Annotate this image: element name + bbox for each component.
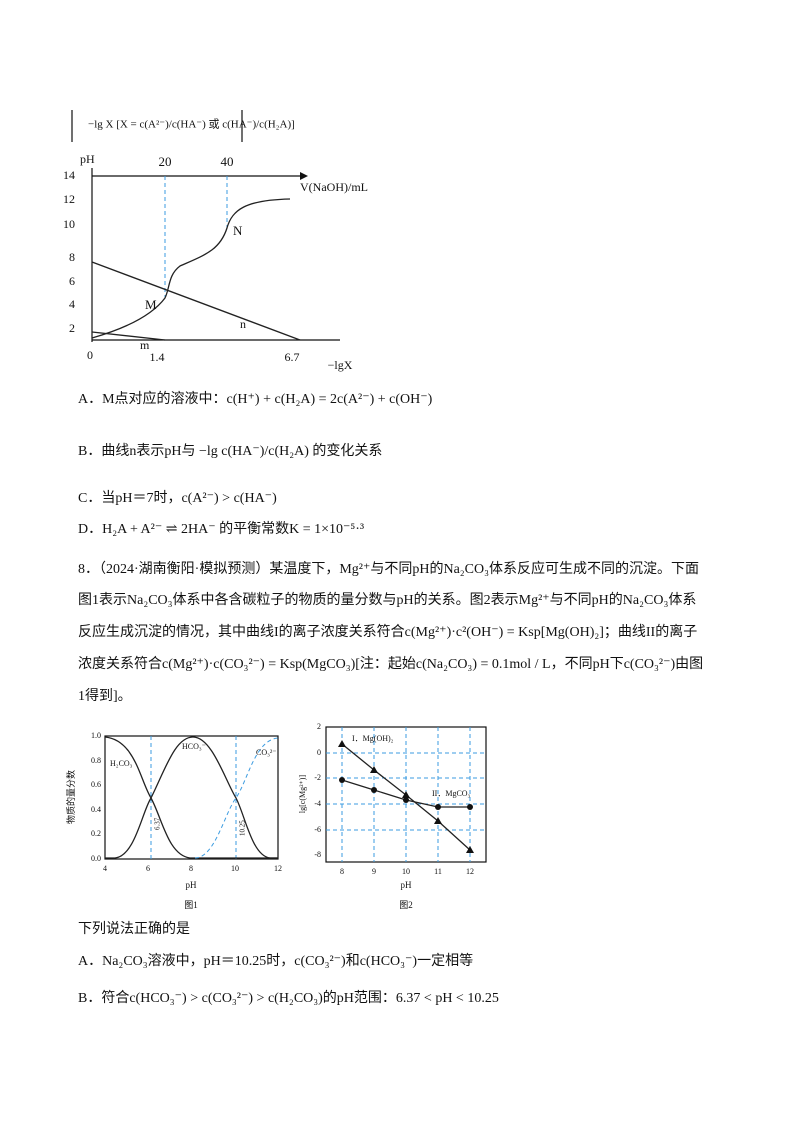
x-tick-label: 12 xyxy=(466,867,474,876)
y-tick-label: 0.6 xyxy=(91,780,101,789)
curve-label: m xyxy=(140,338,150,352)
species-label: H₂CO₃ xyxy=(110,759,133,768)
figure-header: −lg X [X = c(A²⁻)/c(HA⁻) 或 c(HA⁻)/c(H₂A)… xyxy=(88,118,295,131)
line-n xyxy=(91,261,301,341)
plot-frame xyxy=(104,735,279,860)
x-title: pH xyxy=(186,880,198,890)
top-tick-label: 40 xyxy=(221,154,234,169)
bottom-tick-label: 6.7 xyxy=(285,350,300,364)
top-tick-label: 20 xyxy=(159,154,172,169)
mark-label: 6.37 xyxy=(154,817,162,830)
markers xyxy=(338,740,474,853)
x-tick-label: 11 xyxy=(434,867,442,876)
y-tick-label: 1.0 xyxy=(91,731,101,740)
y-tick-label: 0.0 xyxy=(91,854,101,863)
x-tick-label: 9 xyxy=(372,867,376,876)
x-tick-label: 4 xyxy=(103,864,107,873)
y-tick-label: -6 xyxy=(314,825,321,834)
bottom-title: −lgX xyxy=(328,358,353,372)
option: C．当pH＝7时，c(A²⁻) > c(HA⁻) xyxy=(78,491,277,506)
curve-label: II．MgCO₃ xyxy=(432,789,471,798)
y-tick-label: 8 xyxy=(69,250,75,264)
y-tick-label: 0.4 xyxy=(91,805,101,814)
curve-label: n xyxy=(240,317,246,331)
y-tick-label: 10 xyxy=(63,217,75,231)
answer-option: B．符合c(HCO₃⁻) > c(CO₃²⁻) > c(H₂CO₃)的pH范围：… xyxy=(78,991,499,1006)
mark-label: 10.25 xyxy=(239,820,247,836)
x-tick-label: 12 xyxy=(274,864,282,873)
question-line: 反应生成沉淀的情况，其中曲线I的离子浓度关系符合c(Mg²⁺)·c²(OH⁻) … xyxy=(78,625,698,640)
question-line: 8．（2024·湖南衡阳·模拟预测）某温度下，Mg²⁺与不同pH的Na₂CO₃体… xyxy=(78,562,700,577)
y-tick-label: 2 xyxy=(317,722,321,731)
point-label: N xyxy=(233,223,243,238)
y-tick-label: 0 xyxy=(317,748,321,757)
species-label: CO₃²⁻ xyxy=(256,748,277,757)
y-title: pH xyxy=(80,152,95,166)
y-tick-label: 2 xyxy=(69,321,75,335)
y-tick-label: -4 xyxy=(314,799,321,808)
question-line: 图1表示Na₂CO₃体系中各含碳粒子的物质的量分数与pH的关系。图2表示Mg²⁺… xyxy=(78,593,697,608)
option: B．曲线n表示pH与 −lg c(HA⁻)/c(H₂A) 的变化关系 xyxy=(78,444,383,459)
y-title: 物质的量分数 xyxy=(65,770,76,824)
arrow xyxy=(300,172,308,180)
question-line: 浓度关系符合c(Mg²⁺)·c(CO₃²⁻) = Ksp(MgCO₃)[注：起始… xyxy=(78,657,704,672)
y-tick-label: -8 xyxy=(314,850,321,859)
y-tick-label: 6 xyxy=(69,274,75,288)
caption: 图1 xyxy=(184,900,198,910)
y-tick-label: 4 xyxy=(69,297,75,311)
titration-curve xyxy=(91,198,291,339)
top-title: V(NaOH)/mL xyxy=(300,180,368,194)
bottom-tick-label: 1.4 xyxy=(150,350,165,364)
point-label: M xyxy=(145,297,157,312)
y-tick-label: 12 xyxy=(63,192,75,206)
x-tick-label: 10 xyxy=(402,867,410,876)
y-tick-label: -2 xyxy=(314,773,321,782)
caption: 图2 xyxy=(399,900,413,910)
x-tick-label: 10 xyxy=(231,864,239,873)
y-title: lg[c(Mg²⁺)] xyxy=(298,775,307,814)
option: D．H₂A + A²⁻ ⇌ 2HA⁻ 的平衡常数K = 1×10⁻⁵·³ xyxy=(78,522,365,537)
y-tick-label: 14 xyxy=(63,168,75,182)
answer-option: A．Na₂CO₃溶液中，pH＝10.25时，c(CO₃²⁻)和c(HCO₃⁻)一… xyxy=(78,954,474,969)
hco3-curve xyxy=(105,736,278,859)
species-label: HCO₃⁻ xyxy=(182,742,206,751)
y-tick-label: 0.8 xyxy=(91,756,101,765)
origin-label: 0 xyxy=(87,348,93,362)
option: A．M点对应的溶液中：c(H⁺) + c(H₂A) = 2c(A²⁻) + c(… xyxy=(78,392,433,407)
curve-label: I．Mg(OH)₂ xyxy=(352,734,394,743)
prompt: 下列说法正确的是 xyxy=(78,922,190,937)
x-tick-label: 8 xyxy=(189,864,193,873)
x-tick-label: 6 xyxy=(146,864,150,873)
line-m xyxy=(91,331,166,341)
grid xyxy=(326,727,486,862)
x-tick-label: 8 xyxy=(340,867,344,876)
y-tick-label: 0.2 xyxy=(91,829,101,838)
x-title: pH xyxy=(401,880,413,890)
question-line: 1得到]。 xyxy=(78,689,132,704)
